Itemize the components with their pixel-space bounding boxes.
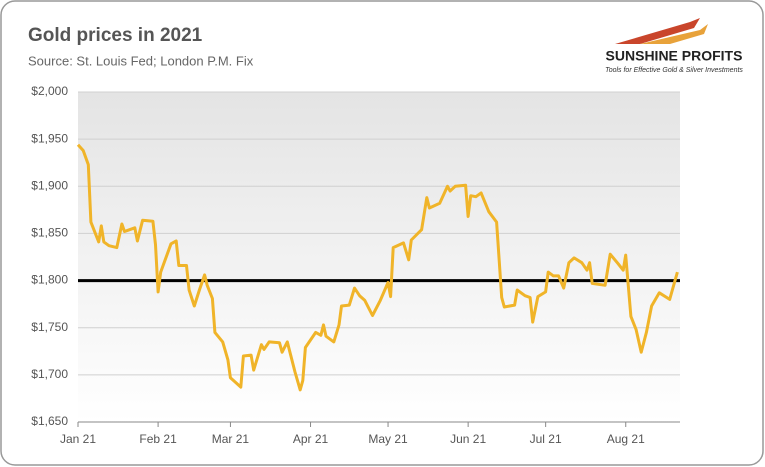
y-tick-label: $1,850: [31, 226, 68, 240]
price-line: [76, 143, 679, 392]
x-tick-label: Jun 21: [450, 432, 486, 446]
y-tick-label: $1,800: [31, 273, 68, 287]
y-tick-label: $1,750: [31, 320, 68, 334]
logo-tagline: Tools for Effective Gold & Silver Invest…: [605, 67, 743, 74]
x-tick-label: Aug 21: [607, 432, 645, 446]
chart-subtitle: Source: St. Louis Fed; London P.M. Fix: [28, 53, 254, 68]
y-tick-label: $1,900: [31, 178, 68, 192]
logo-name: SUNSHINE PROFITS: [606, 48, 743, 64]
x-tick-label: May 21: [368, 432, 408, 446]
logo-swoosh: [615, 18, 700, 44]
plot-area: [78, 92, 680, 422]
y-tick-label: $2,000: [31, 84, 68, 98]
y-tick-label: $1,650: [31, 414, 68, 428]
y-tick-label: $1,700: [31, 367, 68, 381]
y-tick-label: $1,950: [31, 131, 68, 145]
x-tick-label: Feb 21: [139, 432, 177, 446]
x-tick-label: Apr 21: [293, 432, 329, 446]
chart-title: Gold prices in 2021: [28, 25, 203, 46]
x-tick-label: Jul 21: [530, 432, 562, 446]
x-tick-label: Jan 21: [60, 432, 96, 446]
logo: SUNSHINE PROFITS Tools for Effective Gol…: [605, 18, 743, 74]
logo-swoosh: [640, 24, 708, 44]
x-tick-label: Mar 21: [212, 432, 250, 446]
